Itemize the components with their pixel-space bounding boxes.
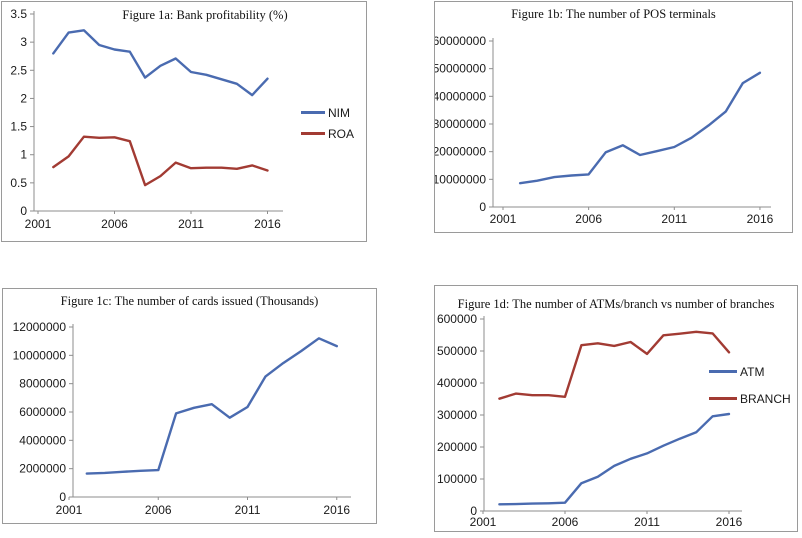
series-line-NIM [52,29,269,97]
y-tick-label: 60000000 [435,34,486,48]
y-tick-label: 0 [59,490,66,504]
x-tick-label: 2016 [254,217,281,231]
branch-line-swatch [709,397,737,400]
x-tick-label: 2016 [747,212,774,226]
x-tick-label: 2001 [25,217,52,231]
y-tick-label: 50000000 [435,62,486,76]
y-tick-label: 10000000 [435,172,486,186]
x-tick-label: 2016 [716,515,743,529]
y-tick-label: 3 [20,35,27,49]
y-tick-label: 600000 [437,312,477,326]
x-tick-label: 2006 [145,503,172,517]
y-tick-label: 8000000 [19,377,66,391]
x-tick-label: 2011 [178,217,204,231]
x-tick-label: 2006 [575,212,602,226]
panel-figure-1b: 0 10000000 20000000 30000000 40000000 5000000… [434,1,793,233]
y-tick-label: 0.5 [10,176,27,190]
x-tick-label: 2001 [470,515,497,529]
legend-label-roa: ROA [328,126,355,141]
y-tick-label: 1.5 [10,120,27,134]
y-tick-label: 1 [20,148,27,162]
y-tick-label: 30000000 [435,117,486,131]
figure-1d-legend: ATM BRANCH [709,361,791,415]
y-tick-label: 6000000 [19,405,66,419]
y-tick-label: 500000 [437,344,477,358]
x-tick-label: 2011 [661,212,687,226]
roa-line-swatch [301,132,325,135]
legend-item-roa: ROA [301,123,354,144]
figure-1c-chart: 0 2000000 4000000 6000000 8000000 10000000 120… [13,320,351,517]
figure-1a-chart: 0 0.5 1 1.5 2 2.5 3 3.5 2001 2006 2011 2016 [10,7,283,231]
figure-1b-chart: 0 10000000 20000000 30000000 40000000 5000000… [435,34,774,226]
nim-line-swatch [301,111,325,114]
y-tick-label: 2000000 [19,462,66,476]
panel-figure-1a: 0 0.5 1 1.5 2 2.5 3 3.5 2001 2006 2011 2016 Figure … [1,1,367,242]
panel-figure-1d: 0 100000 200000 300000 400000 500000 600000 200… [434,285,798,532]
series-line-fig1c-s0 [85,337,338,475]
y-tick-label: 20000000 [435,145,486,159]
legend-label-atm: ATM [740,364,765,379]
y-tick-label: 10000000 [13,348,67,362]
series-line-fig1b-s0 [518,71,762,185]
series-line-ROA [52,135,269,187]
x-tick-label: 2011 [235,503,261,517]
y-tick-label: 40000000 [435,89,486,103]
y-tick-label: 3.5 [10,7,27,21]
panel-figure-1c: 0 2000000 4000000 6000000 8000000 10000000 120… [2,288,377,524]
y-tick-label: 0 [470,504,477,518]
x-tick-label: 2001 [56,503,83,517]
y-tick-label: 300000 [437,408,477,422]
series-line-BRANCH [498,330,731,400]
y-tick-label: 400000 [437,376,477,390]
y-tick-label: 200000 [437,440,477,454]
figure-1d-chart: 0 100000 200000 300000 400000 500000 600000 200… [437,312,743,529]
figure-1a-legend: NIM ROA [301,102,354,144]
legend-item-branch: BRANCH [709,388,791,409]
atm-line-swatch [709,370,737,373]
y-tick-label: 12000000 [13,320,67,334]
y-tick-label: 100000 [437,472,477,486]
y-tick-label: 4000000 [19,433,66,447]
x-tick-label: 2016 [323,503,350,517]
legend-label-nim: NIM [328,105,350,120]
x-tick-label: 2006 [101,217,128,231]
series-line-ATM [498,412,731,506]
y-tick-label: 2.5 [10,63,27,77]
legend-label-branch: BRANCH [740,391,791,406]
legend-item-nim: NIM [301,102,354,123]
x-tick-label: 2001 [490,212,517,226]
x-tick-label: 2006 [552,515,579,529]
legend-item-atm: ATM [709,361,791,382]
y-tick-label: 0 [20,204,27,218]
y-tick-label: 2 [20,91,27,105]
y-tick-label: 0 [479,200,486,214]
x-tick-label: 2011 [634,515,660,529]
